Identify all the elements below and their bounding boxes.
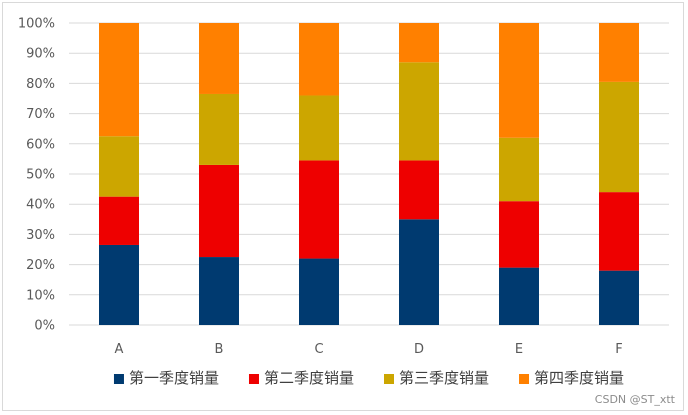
bar-segment-D-3 (399, 62, 439, 161)
y-tick-label: 40% (26, 198, 55, 213)
y-tick-label: 60% (26, 137, 55, 152)
bar-segment-B-2 (199, 164, 239, 258)
bar-segment-E-1 (499, 267, 539, 325)
bar-segment-B-1 (199, 257, 239, 325)
bar-segment-F-1 (599, 270, 639, 325)
bars (99, 23, 639, 325)
legend-swatch-1 (113, 374, 124, 384)
bar-segment-A-3 (99, 136, 139, 197)
legend-swatch-3 (384, 374, 394, 384)
bar-segment-B-4 (199, 23, 239, 94)
bar-segment-E-4 (499, 23, 539, 138)
bar-segment-E-2 (499, 201, 539, 268)
bar-segment-C-3 (299, 95, 339, 161)
x-tick-label: C (314, 342, 323, 357)
bar-segment-D-1 (399, 219, 439, 325)
legend-label-3: 第三季度销量 (399, 369, 489, 387)
y-tick-label: 90% (26, 47, 55, 62)
y-tick-label: 10% (26, 288, 55, 303)
y-tick-label: 70% (26, 107, 55, 122)
bar-segment-B-3 (199, 93, 239, 165)
legend-label-4: 第四季度销量 (534, 369, 624, 387)
x-tick-label: D (414, 342, 424, 357)
bar-segment-F-3 (599, 81, 639, 193)
y-tick-label: 80% (26, 77, 55, 92)
x-tick-label: F (615, 342, 622, 357)
bar-segment-C-1 (299, 258, 339, 325)
bar-segment-F-2 (599, 192, 639, 271)
y-tick-label: 50% (26, 168, 55, 183)
stacked-percent-bar-chart: 0% 10% 20% 30% 40% 50% 60% 70% 80% 90% 100% A B C D E F… (18, 17, 669, 387)
legend-swatch-2 (248, 374, 259, 384)
bar-segment-C-2 (299, 160, 339, 259)
legend-label-2: 第二季度销量 (264, 369, 354, 387)
x-tick-label: B (215, 342, 224, 357)
bar-segment-D-4 (399, 23, 439, 63)
legend-label-1: 第一季度销量 (129, 369, 219, 387)
y-axis-tick-labels: 0% 10% 20% 30% 40% 50% 60% 70% 80% 90% 100% (18, 17, 55, 334)
x-tick-label: A (115, 342, 124, 357)
chart-frame: 0% 10% 20% 30% 40% 50% 60% 70% 80% 90% 100% A B C D E F… (2, 2, 684, 411)
bar-segment-C-4 (299, 23, 339, 96)
bar-segment-A-2 (99, 196, 139, 245)
watermark-text: CSDN @ST_xtt (594, 393, 675, 406)
bar-segment-F-4 (599, 23, 639, 82)
legend: 第一季度销量 第二季度销量 第三季度销量 第四季度销量 (113, 369, 624, 387)
bar-segment-A-1 (99, 244, 139, 325)
bar-segment-E-3 (499, 137, 539, 202)
y-tick-label: 20% (26, 258, 55, 273)
x-axis-tick-labels: A B C D E F (115, 342, 623, 357)
y-tick-label: 100% (18, 17, 55, 32)
x-tick-label: E (515, 342, 523, 357)
y-tick-label: 0% (34, 319, 55, 334)
bar-segment-D-2 (399, 160, 439, 220)
gridlines (69, 22, 669, 326)
bar-segment-A-4 (99, 23, 139, 137)
y-tick-label: 30% (26, 228, 55, 243)
legend-swatch-4 (519, 374, 530, 384)
